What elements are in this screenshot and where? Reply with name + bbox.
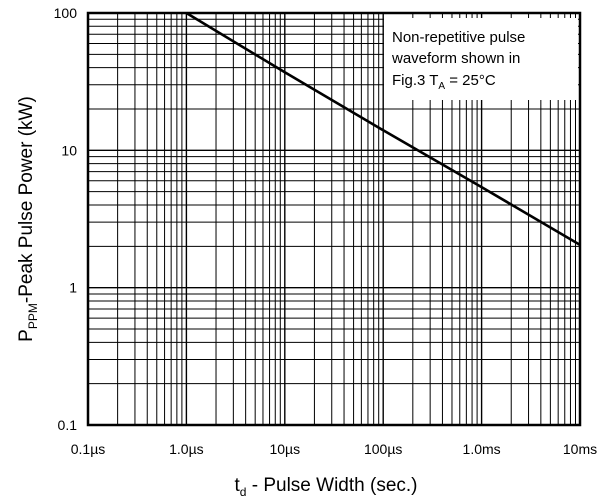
- plot-frame: [86, 11, 582, 427]
- series-group: [185, 11, 581, 247]
- x-tick-labels: 0.1µs 1.0µs 10µs 100µs 1.0ms 10ms: [71, 441, 597, 457]
- y-axis-label-main: P: [16, 329, 37, 342]
- x-tick-label: 10ms: [563, 441, 597, 457]
- x-tick-label: 0.1µs: [71, 441, 106, 457]
- annotation-line-3-prefix: Fig.3 T: [392, 72, 438, 89]
- y-axis-label: PPPM-Peak Pulse Power (kW): [16, 96, 40, 342]
- x-axis-label-main: t: [234, 475, 240, 496]
- x-tick-label: 100µs: [364, 441, 402, 457]
- y-tick-label: 1: [69, 280, 77, 296]
- y-tick-labels: 0.1 1 10 100: [54, 5, 78, 433]
- x-axis-label-rest: - Pulse Width (sec.): [246, 475, 417, 496]
- series-line: [185, 11, 581, 247]
- annotation-line-3-sub: A: [438, 81, 445, 92]
- y-tick-label: 100: [54, 5, 78, 21]
- x-tick-label: 1.0ms: [463, 441, 501, 457]
- x-axis-label: td - Pulse Width (sec.): [234, 475, 417, 499]
- annotation-line-3-suffix: = 25°C: [445, 72, 496, 89]
- x-axis-label-sub: d: [240, 485, 247, 499]
- y-axis-label-rest: -Peak Pulse Power (kW): [16, 96, 37, 303]
- annotation-box: Non-repetitive pulse waveform shown in F…: [384, 18, 578, 100]
- x-tick-label: 10µs: [269, 441, 300, 457]
- y-tick-label: 0.1: [58, 417, 78, 433]
- annotation-line-1: Non-repetitive pulse: [392, 29, 525, 46]
- y-axis-label-sub: PPM: [26, 303, 40, 329]
- annotation-line-2: waveform shown in: [391, 50, 520, 67]
- annotation-line-3: Fig.3 TA = 25°C: [392, 72, 496, 92]
- x-tick-label: 1.0µs: [169, 441, 204, 457]
- minor-gridlines: [88, 13, 580, 425]
- annotation-background: [384, 18, 578, 100]
- y-tick-label: 10: [61, 142, 77, 158]
